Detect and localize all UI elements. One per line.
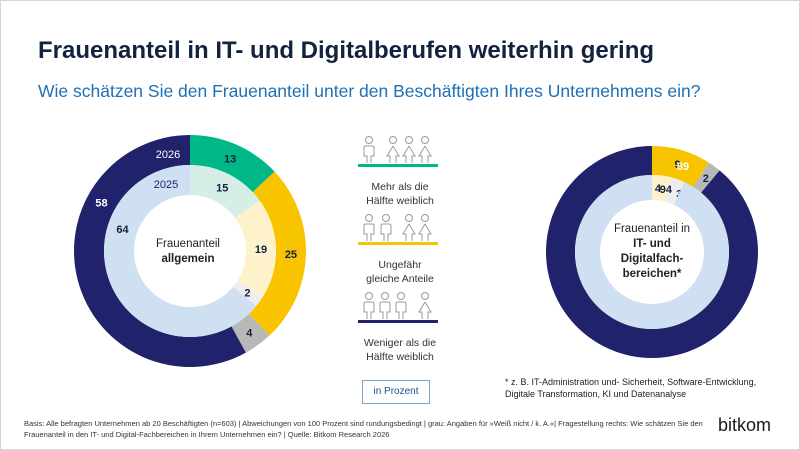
center-label-line: Digitalfach- xyxy=(620,253,684,265)
female-person-icon xyxy=(418,136,432,163)
left-center-label: Frauenanteil allgemein xyxy=(138,237,238,267)
center-label-line: bereichen* xyxy=(622,268,682,280)
right-inner-ring-segment xyxy=(652,175,671,202)
series-label-2026: 2026 xyxy=(156,149,180,161)
female-person-icon xyxy=(418,292,432,319)
inner-ring-2025-segment xyxy=(104,165,257,337)
right-center-label: Frauenanteil in IT- und Digitalfach- ber… xyxy=(600,222,704,282)
inner-ring-2025-value-label: 64 xyxy=(116,224,129,236)
outer-ring-2026-value-label: 58 xyxy=(95,197,107,209)
center-label-line: Frauenanteil in xyxy=(613,223,691,235)
male-person-icon xyxy=(363,292,375,319)
female-person-icon xyxy=(418,214,432,241)
outer-ring-2026-segment xyxy=(190,135,275,193)
inner-ring-2025-segment xyxy=(190,165,260,219)
inner-ring-2025-segment xyxy=(233,281,263,306)
legend-line: gleiche Anteile xyxy=(366,273,434,285)
legend-color-bar xyxy=(358,320,438,323)
right-outer-ring-segment xyxy=(652,146,709,187)
legend-label-more-female: Mehr als die Hälfte weiblich xyxy=(340,180,460,208)
center-label-line: allgemein xyxy=(161,253,215,265)
right-inner-ring-segment xyxy=(664,177,685,205)
outer-ring-2026-value-label: 13 xyxy=(224,153,236,165)
female-person-icon xyxy=(402,136,416,163)
page-subtitle: Wie schätzen Sie den Frauenanteil unter … xyxy=(38,81,701,101)
inner-ring-2025-segment xyxy=(235,200,276,298)
male-person-icon xyxy=(395,292,407,319)
source-note: Basis: Alle befragten Unternehmen ab 20 … xyxy=(24,419,703,439)
legend-color-bar xyxy=(358,164,438,167)
legend-line: Ungefähr xyxy=(378,259,422,271)
male-person-icon xyxy=(380,214,392,241)
inner-ring-2025-value-label: 2 xyxy=(244,288,250,300)
right-outer-ring-value-label: 2 xyxy=(703,173,709,185)
center-label-line: IT- und xyxy=(633,238,671,250)
outer-ring-2026-segment xyxy=(74,135,246,367)
female-person-icon xyxy=(386,136,400,163)
outer-ring-2026-value-label: 25 xyxy=(285,249,297,261)
legend-color-bar xyxy=(358,242,438,245)
center-label-line: Frauenanteil xyxy=(156,238,220,250)
right-outer-ring-value-label: 9 xyxy=(674,159,680,171)
legend-line: Mehr als die xyxy=(371,181,429,193)
outer-ring-2026-segment xyxy=(248,171,306,336)
male-person-icon xyxy=(363,136,375,163)
inner-ring-2025-value-label: 19 xyxy=(255,244,267,256)
unit-label: in Prozent xyxy=(362,380,430,404)
right-inner-ring-value-label: 94 xyxy=(660,184,673,196)
male-person-icon xyxy=(363,214,375,241)
outer-ring-2026-value-label: 4 xyxy=(246,328,253,340)
right-inner-ring-value-label: 4 xyxy=(655,183,662,195)
legend-line: Hälfte weiblich xyxy=(366,351,434,363)
legend-line: Hälfte weiblich xyxy=(366,195,434,207)
outer-ring-2026-segment xyxy=(231,313,270,353)
female-person-icon xyxy=(402,214,416,241)
right-inner-ring-segment xyxy=(575,175,730,329)
page-title: Frauenanteil in IT- und Digitalberufen w… xyxy=(38,37,655,64)
legend-line: Weniger als die xyxy=(363,337,437,349)
footnote: * z. B. IT-Administration und- Sicherhei… xyxy=(505,377,757,399)
bitkom-logo: bitkom xyxy=(718,415,772,435)
right-outer-ring-segment xyxy=(693,162,720,193)
legend-label-less-female: Weniger als die Hälfte weiblich xyxy=(340,336,460,364)
inner-ring-2025-value-label: 15 xyxy=(216,183,228,195)
series-label-2025: 2025 xyxy=(154,179,178,191)
right-outer-ring-value-label: 89 xyxy=(677,161,689,173)
male-person-icon xyxy=(379,292,391,319)
legend-label-equal: Ungefähr gleiche Anteile xyxy=(340,258,460,286)
